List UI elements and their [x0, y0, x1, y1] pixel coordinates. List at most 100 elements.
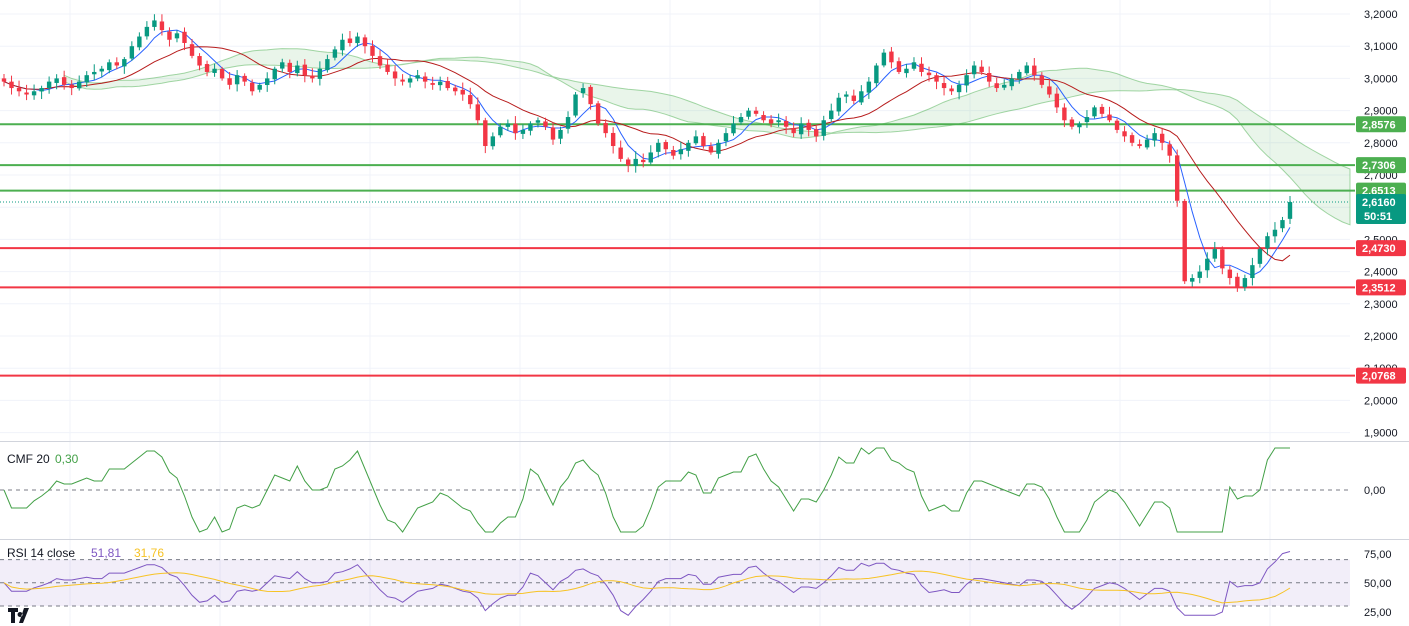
- candle: [114, 57, 120, 70]
- level-tag-label: 2,4730: [1362, 243, 1396, 255]
- candle: [543, 117, 548, 131]
- candle: [753, 106, 759, 117]
- candle: [1242, 274, 1248, 291]
- price-tick-label: 2,8000: [1364, 138, 1398, 150]
- level-tag: [1356, 279, 1406, 296]
- candle: [415, 69, 420, 82]
- candle: [1250, 257, 1255, 286]
- price-tick-label: 3,1000: [1364, 41, 1398, 53]
- candle: [791, 122, 796, 138]
- candle: [761, 111, 766, 123]
- candle: [994, 77, 999, 92]
- price-tick-label: 3,2000: [1364, 9, 1398, 21]
- candle: [641, 153, 646, 168]
- price-tick-label: 2,3000: [1364, 299, 1398, 311]
- candle: [558, 126, 563, 145]
- candle: [92, 64, 97, 81]
- candle: [355, 32, 360, 47]
- candle: [1032, 57, 1037, 81]
- candle: [1114, 118, 1120, 134]
- candle: [174, 30, 180, 43]
- candle: [971, 61, 977, 79]
- candle: [889, 47, 894, 69]
- candle: [1182, 198, 1187, 284]
- candle: [550, 122, 556, 145]
- candle: [1272, 222, 1278, 243]
- candle: [257, 82, 262, 93]
- candle: [1054, 87, 1060, 113]
- candle: [483, 117, 488, 154]
- candle: [1092, 105, 1097, 119]
- price-tags: 2,85762,73062,65132,47302,35122,07682,61…: [1356, 116, 1406, 384]
- candle: [340, 33, 345, 56]
- candle: [189, 38, 195, 59]
- candle: [1287, 196, 1293, 225]
- candle: [144, 21, 150, 40]
- candle: [310, 68, 315, 83]
- candle: [528, 121, 533, 136]
- candle: [851, 89, 857, 105]
- candle: [77, 75, 82, 91]
- level-tag: [1356, 157, 1406, 174]
- candle: [671, 145, 676, 160]
- candle: [69, 80, 74, 96]
- candle: [904, 63, 909, 78]
- candle: [513, 116, 518, 140]
- cmf-title[interactable]: CMF 20: [7, 452, 50, 466]
- rsi-pane: 75,00 50,00 25,00: [0, 549, 1392, 619]
- candle: [746, 107, 751, 120]
- rsi-tick-label: 75,00: [1364, 549, 1392, 561]
- ichimoku-cloud: [63, 48, 1351, 226]
- candle: [618, 140, 623, 162]
- candle: [580, 83, 586, 98]
- horizontal-levels: [0, 123, 1355, 377]
- candle: [919, 57, 924, 77]
- candle: [535, 117, 541, 128]
- candle: [693, 130, 699, 146]
- candle: [1017, 69, 1022, 84]
- candle: [392, 65, 398, 86]
- candle: [129, 41, 135, 61]
- candle: [708, 142, 714, 155]
- candle: [99, 65, 104, 78]
- candle: [1002, 79, 1007, 91]
- level-tag: [1356, 116, 1406, 133]
- candle: [377, 50, 383, 70]
- rsi-title[interactable]: RSI 14 close: [7, 546, 75, 560]
- candle: [242, 73, 247, 86]
- candle: [829, 103, 834, 122]
- current-price-label: 2,6160: [1362, 197, 1396, 209]
- cmf-tick-label: 0,00: [1364, 485, 1385, 497]
- candle: [1062, 103, 1067, 128]
- candle: [39, 85, 44, 100]
- price-tick-label: 2,0000: [1364, 395, 1398, 407]
- candle: [896, 57, 902, 75]
- candle: [490, 132, 496, 150]
- price-tick-label: 2,9000: [1364, 106, 1398, 118]
- candle: [625, 157, 631, 173]
- candle: [31, 84, 37, 100]
- candle: [979, 60, 984, 75]
- conversion-line: [3, 29, 1291, 277]
- indicator-lines: [3, 29, 1291, 277]
- candle: [249, 79, 255, 96]
- candle: [701, 132, 706, 149]
- candle: [422, 72, 428, 89]
- candle: [1205, 252, 1210, 278]
- candle: [287, 59, 292, 79]
- bar-countdown: 50:51: [1364, 211, 1392, 223]
- candle: [16, 80, 22, 97]
- candle: [716, 139, 721, 159]
- candle: [182, 27, 187, 51]
- candle: [814, 125, 819, 142]
- candle: [1159, 127, 1165, 151]
- candle: [874, 63, 879, 88]
- candle: [603, 119, 608, 138]
- chart-grid: [0, 0, 1350, 626]
- candle: [302, 59, 308, 83]
- candle: [941, 76, 947, 96]
- tradingview-logo[interactable]: [8, 608, 29, 623]
- candle: [934, 72, 939, 90]
- candle: [152, 14, 157, 31]
- cmf-value: 0,30: [55, 452, 79, 466]
